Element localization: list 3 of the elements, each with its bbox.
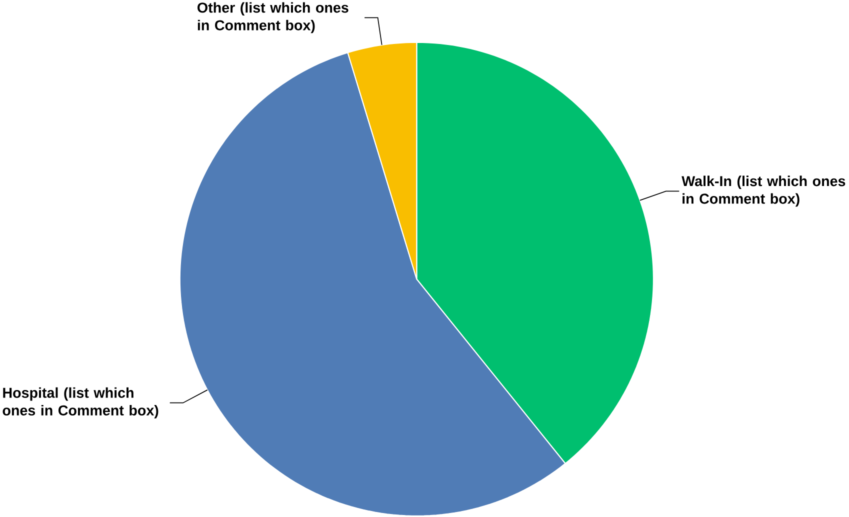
slice-label: Other (list which ones in Comment box)	[198, 2, 348, 34]
slice-label: Hospital (list which ones in Comment box)	[2, 388, 158, 419]
slice-label: Walk-In (list which ones in Comment box)	[682, 176, 846, 207]
